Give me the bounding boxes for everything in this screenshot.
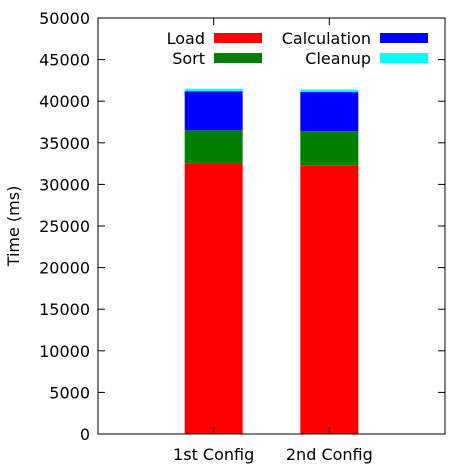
bars-layer	[184, 88, 359, 434]
x-tick-label: 1st Config	[173, 445, 254, 464]
y-tick-label: 20000	[39, 259, 90, 278]
bar-segment-sort-2	[300, 131, 359, 166]
y-tick-label: 50000	[39, 9, 90, 28]
y-tick-label: 15000	[39, 300, 90, 319]
legend-label-load: Load	[167, 29, 205, 48]
y-tick-label: 40000	[39, 92, 90, 111]
y-tick-label: 35000	[39, 134, 90, 153]
y-tick-label: 25000	[39, 217, 90, 236]
ticks-layer: 1st Config 2nd Config 0 5000 10000 15000 20000…	[39, 9, 445, 464]
y-axis-label: Time (ms)	[4, 186, 23, 268]
y-tick-label: 10000	[39, 342, 90, 361]
plot-frame	[97, 17, 446, 435]
legend-swatch-sort	[214, 53, 262, 63]
bar-segment-cleanup-2	[300, 89, 359, 93]
legend-label-cleanup: Cleanup	[305, 49, 371, 68]
legend-swatch-load	[214, 33, 262, 43]
bar-segment-sort-1	[184, 130, 243, 164]
legend-swatch-calculation	[380, 33, 428, 43]
bar-segment-calculation-1	[184, 91, 243, 131]
legend-label-sort: Sort	[172, 49, 205, 68]
legend-swatch-cleanup	[380, 53, 428, 63]
bar-segment-load-1	[184, 163, 243, 434]
bar-segment-load-2	[300, 165, 359, 434]
x-tick-label: 2nd Config	[286, 445, 373, 464]
y-tick-label: 45000	[39, 51, 90, 70]
y-tick-label: 5000	[49, 383, 90, 402]
y-tick-label: 0	[80, 425, 90, 444]
y-tick-label: 30000	[39, 175, 90, 194]
bar-segment-cleanup-1	[184, 88, 243, 92]
bar-segment-calculation-2	[300, 92, 359, 132]
legend-label-calculation: Calculation	[282, 29, 371, 48]
